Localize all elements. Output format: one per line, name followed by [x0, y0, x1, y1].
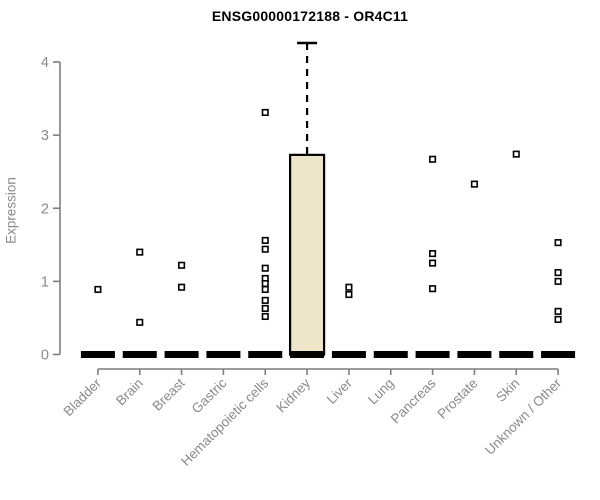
- data-point: [554, 277, 562, 285]
- data-point: [261, 280, 269, 288]
- median-bar: [499, 351, 534, 358]
- data-point: [554, 307, 562, 315]
- median-bar: [206, 351, 241, 358]
- data-point: [261, 236, 269, 244]
- median-bar: [541, 351, 576, 358]
- data-point: [261, 108, 269, 117]
- data-point: [261, 245, 269, 253]
- data-point: [512, 150, 520, 158]
- chart-title: ENSG00000172188 - OR4C11: [211, 8, 409, 24]
- data-point: [554, 315, 562, 323]
- data-point: [429, 250, 437, 258]
- x-tick-label-lung: Lung: [365, 376, 397, 408]
- median-bar: [415, 351, 450, 358]
- x-tick-label-liver: Liver: [324, 375, 356, 407]
- data-point: [178, 283, 186, 291]
- x-tick-label-prostate: Prostate: [434, 376, 480, 422]
- data-point: [554, 239, 562, 247]
- box-kidney: [288, 153, 326, 356]
- data-point: [261, 296, 269, 304]
- data-point: [261, 285, 269, 293]
- x-tick-label-gastric: Gastric: [189, 375, 230, 416]
- median-bar: [80, 351, 115, 358]
- data-point: [178, 261, 186, 269]
- data-point: [345, 283, 353, 291]
- median-bar: [248, 351, 283, 358]
- median-bar: [457, 351, 492, 358]
- median-bar: [164, 351, 199, 358]
- x-tick-label-unknown-other: Unknown / Other: [482, 375, 565, 458]
- x-tick-label-skin: Skin: [493, 376, 522, 405]
- median-bar: [122, 351, 157, 358]
- data-point: [94, 285, 102, 293]
- data-point: [136, 248, 144, 256]
- x-tick-label-breast: Breast: [149, 375, 187, 413]
- data-point: [554, 269, 562, 277]
- data-point: [261, 312, 269, 321]
- median-bar: [373, 351, 408, 358]
- x-tick-label-brain: Brain: [113, 376, 146, 409]
- y-tick-label: 4: [41, 55, 49, 71]
- y-tick-label: 1: [41, 274, 49, 290]
- median-bar: [290, 351, 325, 358]
- y-tick-label: 3: [41, 128, 49, 144]
- data-point: [429, 155, 437, 163]
- y-tick-label: 2: [41, 201, 49, 217]
- data-point: [429, 285, 437, 293]
- y-tick-label: 0: [41, 348, 49, 364]
- x-tick-label-pancreas: Pancreas: [388, 375, 439, 426]
- median-bar: [331, 351, 366, 358]
- x-tick-label-bladder: Bladder: [61, 375, 105, 419]
- data-point: [261, 304, 269, 312]
- data-point: [136, 318, 144, 326]
- data-point: [429, 259, 437, 267]
- data-point: [261, 264, 269, 272]
- x-tick-label-kidney: Kidney: [273, 375, 313, 415]
- data-point: [345, 290, 353, 299]
- data-point: [470, 180, 478, 188]
